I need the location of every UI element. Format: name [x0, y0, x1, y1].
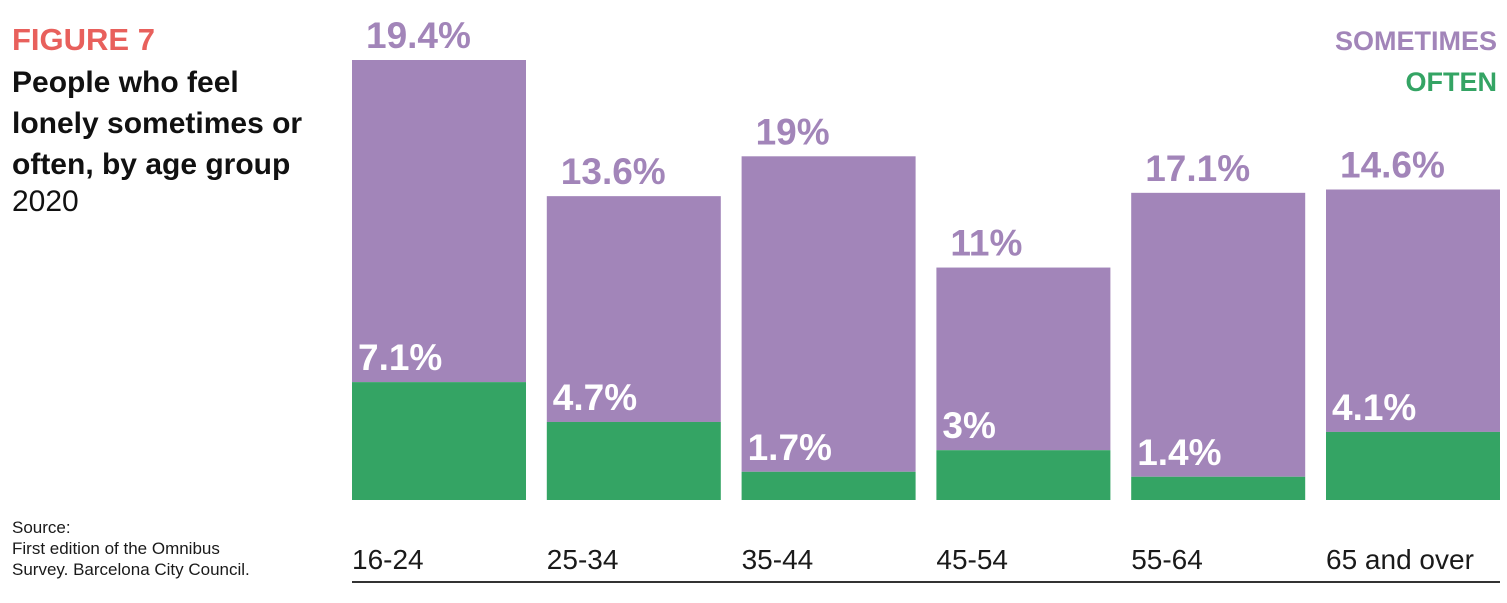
- label-often-35-44: 1.7%: [748, 427, 832, 468]
- figure-title: People who feel lonely sometimes or ofte…: [12, 66, 303, 181]
- category-label-55-64: 55-64: [1131, 544, 1203, 575]
- label-often-25-34: 4.7%: [553, 377, 637, 418]
- bar-sometimes-65-and-over: [1326, 189, 1500, 432]
- bar-often-16-24: [352, 382, 526, 500]
- bar-sometimes-45-54: [936, 267, 1111, 451]
- label-sometimes-45-54: 11%: [950, 223, 1022, 264]
- label-often-55-64: 1.4%: [1137, 432, 1221, 473]
- source-note: Source: First edition of the Omnibus Sur…: [12, 517, 312, 580]
- category-label-35-44: 35-44: [742, 544, 814, 575]
- source-heading: Source:: [12, 518, 71, 537]
- bar-often-25-34: [546, 421, 721, 500]
- bar-often-65-and-over: [1326, 431, 1500, 500]
- label-often-65-and-over: 4.1%: [1332, 387, 1416, 428]
- label-sometimes-35-44: 19%: [756, 111, 830, 152]
- label-sometimes-55-64: 17.1%: [1145, 148, 1250, 189]
- label-sometimes-65-and-over: 14.6%: [1340, 145, 1445, 186]
- bar-sometimes-25-34: [546, 196, 721, 422]
- legend-sometimes: SOMETIMES: [1335, 26, 1497, 56]
- category-label-45-54: 45-54: [936, 544, 1008, 575]
- label-sometimes-16-24: 19.4%: [366, 15, 471, 56]
- bar-sometimes-55-64: [1131, 192, 1306, 477]
- label-often-45-54: 3%: [942, 405, 995, 446]
- bar-sometimes-35-44: [741, 156, 916, 472]
- label-sometimes-25-34: 13.6%: [561, 151, 666, 192]
- figure-label: FIGURE 7: [12, 22, 155, 57]
- bar-often-45-54: [936, 450, 1111, 500]
- figure-year: 2020: [12, 185, 79, 218]
- label-often-16-24: 7.1%: [358, 337, 442, 378]
- category-label-16-24: 16-24: [352, 544, 424, 575]
- bar-sometimes-16-24: [352, 60, 526, 383]
- bar-often-35-44: [741, 471, 916, 500]
- category-label-65-and-over: 65 and over: [1326, 544, 1474, 575]
- bar-often-55-64: [1131, 476, 1306, 500]
- category-label-25-34: 25-34: [547, 544, 619, 575]
- legend-often: OFTEN: [1406, 67, 1498, 97]
- source-line-2: Survey. Barcelona City Council.: [12, 560, 250, 579]
- source-line-1: First edition of the Omnibus: [12, 539, 220, 558]
